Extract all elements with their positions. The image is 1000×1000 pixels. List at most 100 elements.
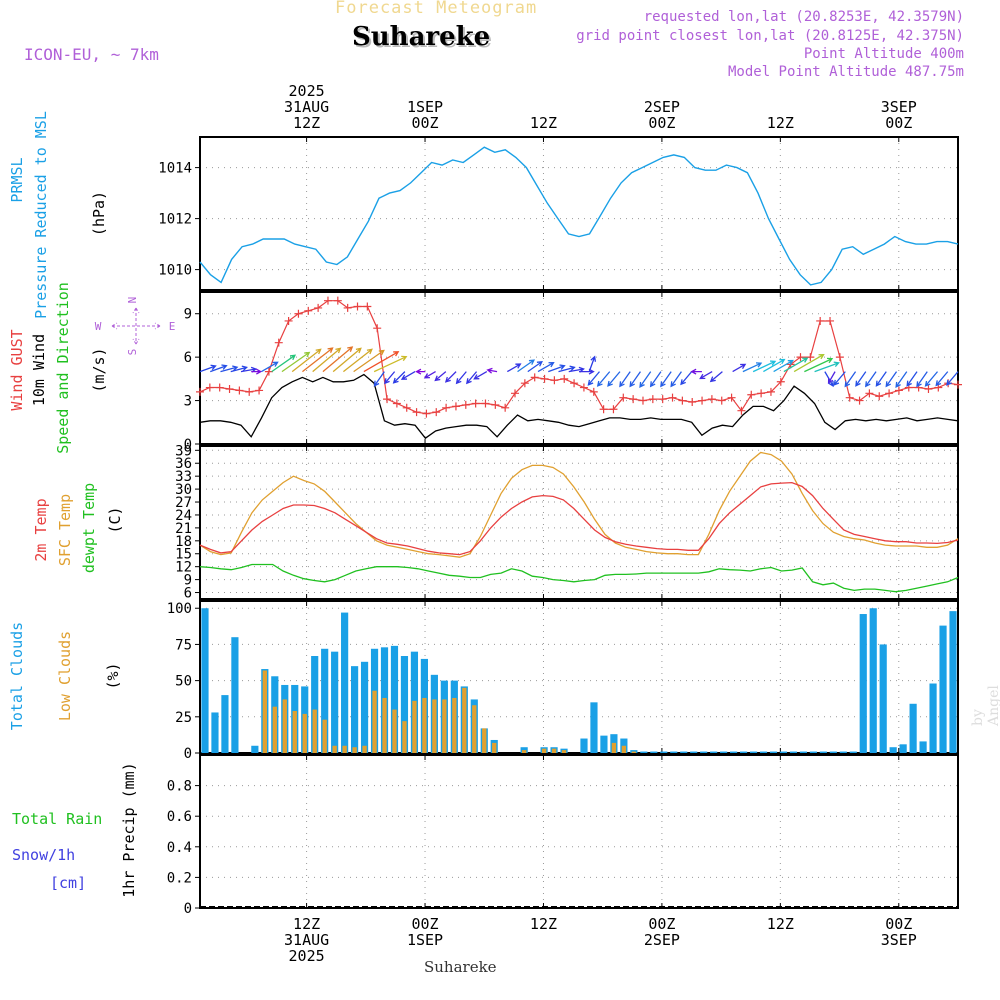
total-clouds-bar	[400, 656, 409, 753]
wind-direction-arrow	[302, 347, 334, 373]
wind-gust-marker	[668, 393, 677, 402]
wind-direction-arrow	[434, 371, 447, 382]
total-clouds-bar	[909, 703, 917, 753]
low-clouds-bar	[382, 697, 387, 753]
wind-gust-marker	[215, 383, 224, 392]
low-clouds-bar	[621, 745, 627, 753]
wind-direction-arrow	[506, 363, 522, 373]
wind-direction-arrow	[281, 351, 311, 373]
low-clouds-bar	[282, 699, 287, 753]
wind-gust-marker	[648, 395, 657, 404]
wind-gust-marker	[323, 296, 332, 305]
total-clouds-bar	[221, 695, 229, 753]
wind-gust-marker	[333, 296, 342, 305]
temperature-ytick-label: 9	[184, 573, 192, 589]
wind-direction-arrow	[332, 347, 362, 373]
pressure-line	[199, 146, 959, 286]
wind-gust-marker	[835, 353, 844, 362]
wind-gust-marker	[314, 303, 323, 312]
wind-direction-arrow	[486, 367, 498, 374]
low-clouds-bar	[272, 706, 277, 753]
wind-direction-arrow	[660, 371, 672, 388]
grid-point-coords: grid point closest lon,lat (20.8125E, 42…	[576, 28, 964, 44]
low-clouds-bar	[312, 709, 317, 753]
wind-direction-arrow	[455, 371, 467, 385]
total-clouds-bar	[769, 751, 778, 753]
wind-direction-arrow	[804, 357, 834, 373]
wind-direction-arrow	[742, 362, 763, 373]
wind-gust-marker	[412, 408, 421, 417]
total-clouds-bar	[799, 751, 807, 753]
top-time-label: 2025	[289, 82, 325, 100]
bottom-time-label: 2SEP	[644, 931, 680, 949]
compass-n: N	[126, 297, 139, 304]
wind-direction-arrow	[649, 371, 662, 388]
total-clouds-bar	[939, 625, 947, 753]
wind-gust-marker	[747, 390, 756, 399]
wind-gust-marker	[599, 405, 608, 414]
low-clouds-bar	[561, 750, 567, 753]
low-clouds-bar	[611, 742, 617, 753]
wind-gust-marker	[855, 396, 864, 405]
total-clouds-bar	[311, 656, 319, 753]
temp-2m-line	[199, 481, 959, 556]
wind-direction-arrow	[607, 371, 621, 387]
compass-e: E	[169, 320, 176, 333]
temp-label-sfc: SFC Temp	[56, 494, 74, 566]
wind-direction-arrow	[271, 354, 297, 373]
total-clouds-bar	[331, 651, 339, 753]
total-clouds-bar	[779, 751, 788, 753]
wind-gust-marker	[392, 399, 401, 408]
clouds-ytick-label: 50	[175, 674, 192, 690]
low-clouds-bar	[302, 713, 307, 753]
total-clouds-bar	[211, 712, 219, 753]
low-clouds-bar	[262, 670, 267, 753]
wind-gust-marker	[432, 408, 441, 417]
temperature-ytick-label: 30	[175, 482, 192, 498]
total-clouds-bar	[789, 751, 798, 753]
low-clouds-bar	[342, 745, 347, 753]
wind-direction-arrow	[312, 347, 342, 373]
total-clouds-bar	[600, 735, 608, 753]
temperature-ytick-label: 6	[184, 586, 192, 602]
total-clouds-bar	[879, 644, 887, 753]
clouds-ytick-label: 75	[175, 637, 192, 653]
clouds-ytick-label: 0	[184, 746, 192, 762]
bottom-time-label: 12Z	[530, 915, 557, 933]
total-clouds-bar	[929, 683, 937, 753]
wind-gust-marker	[304, 306, 313, 315]
total-clouds-bar	[949, 611, 957, 753]
temp-label-2m: 2m Temp	[32, 498, 50, 561]
wind-gust-marker	[550, 376, 559, 385]
wind-gust-marker	[511, 389, 520, 398]
wind-gust-marker	[894, 386, 903, 395]
wind-ytick-label: 6	[184, 350, 192, 366]
precip-ytick-label: 0	[184, 901, 192, 917]
low-clouds-bar	[432, 699, 437, 753]
low-clouds-bar	[521, 750, 527, 753]
wind-gust-marker	[383, 395, 392, 404]
clouds-label-low: Low Clouds	[56, 631, 74, 721]
wind-gust-marker	[757, 389, 766, 398]
bottom-time-label: 1SEP	[407, 931, 443, 949]
wind-gust-marker	[638, 396, 647, 405]
low-clouds-bar	[322, 719, 327, 753]
top-time-label: 3SEP	[881, 98, 917, 116]
wind-direction-arrow	[709, 371, 723, 383]
wind-gust-marker	[442, 403, 451, 412]
wind-direction-arrow	[558, 365, 576, 373]
point-altitude: Point Altitude 400m	[803, 46, 964, 62]
wind-gust-marker	[570, 379, 579, 388]
wind-direction-arrow	[384, 371, 396, 385]
wind-direction-arrow	[291, 348, 322, 373]
total-clouds-bar	[360, 661, 369, 753]
wind-gust-marker	[629, 395, 638, 404]
wind-gust-marker	[816, 316, 825, 325]
wind-ytick-label: 3	[184, 394, 192, 410]
wind-direction-arrow	[322, 346, 354, 373]
model-label: ICON-EU, ~ 7km	[24, 45, 159, 64]
wind-direction-arrow	[699, 371, 713, 380]
wind-direction-arrow	[732, 363, 747, 373]
low-clouds-bar	[472, 705, 477, 753]
wind-direction-arrow	[946, 371, 959, 386]
